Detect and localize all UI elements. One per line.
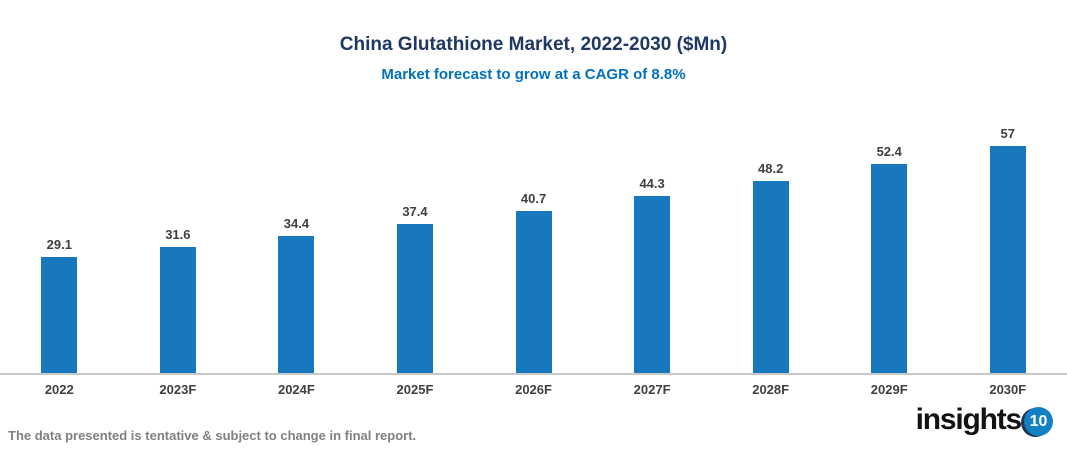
bar-group: 52.4 [830,100,949,373]
bar-value-label: 52.4 [876,144,902,159]
bar-group: 40.7 [474,100,593,373]
x-axis-tick-label: 2027F [633,382,671,397]
insights10-logo: insights 10 [916,404,1053,436]
bar [396,224,433,373]
bar-chart: 29.1 31.6 34.4 37.4 40.7 44.3 48.2 52.4 57 2022 2… [0,100,1067,397]
bar-value-label: 57 [1000,126,1016,141]
x-axis-tick-label: 2024F [277,382,315,397]
bar-group: 57 [949,100,1067,373]
bar [989,146,1026,373]
bar-group: 34.4 [237,100,356,373]
bar-value-label: 40.7 [520,191,547,206]
bar-value-label: 44.3 [639,176,665,191]
bar [159,247,196,373]
x-axis-tick-label: 2026F [515,382,552,397]
bar [278,236,315,373]
bar-value-label: 29.1 [46,237,72,252]
bar-value-label: 34.4 [283,216,310,231]
bar-group: 37.4 [356,100,475,373]
bar [41,257,78,373]
bar-value-label: 48.2 [758,161,784,176]
logo-badge-10: 10 [1024,407,1053,436]
chart-title: China Glutathione Market, 2022-2030 ($Mn… [339,34,728,55]
chart-subtitle: Market forecast to grow at a CAGR of 8.8… [381,66,686,83]
bar-group: 48.2 [711,100,830,373]
disclaimer-text: The data presented is tentative & subjec… [8,428,417,443]
logo-wordmark: insights [915,403,1023,436]
x-axis-tick-label: 2030F [989,382,1027,397]
x-axis-tick-label: 2025F [396,382,434,397]
bar [752,181,789,373]
bar-value-label: 37.4 [402,204,428,219]
bar [515,211,552,373]
bar-group: 29.1 [0,100,119,373]
bar-group: 31.6 [119,100,238,373]
plot-area: 29.1 31.6 34.4 37.4 40.7 44.3 48.2 52.4 57 [0,100,1067,375]
bar-group: 44.3 [593,100,712,373]
bar [634,196,671,373]
bar-value-label: 31.6 [165,227,191,242]
x-axis-labels: 2022 2023F 2024F 2025F 2026F 2027F 2028F 2029F 2… [0,375,1067,397]
chart-header: China Glutathione Market, 2022-2030 ($Mn… [0,34,1067,83]
bar [871,164,908,373]
x-axis-tick-label: 2023F [159,382,197,397]
x-axis-tick-label: 2022 [44,382,74,397]
x-axis-tick-label: 2028F [752,382,790,397]
x-axis-tick-label: 2029F [870,382,908,397]
